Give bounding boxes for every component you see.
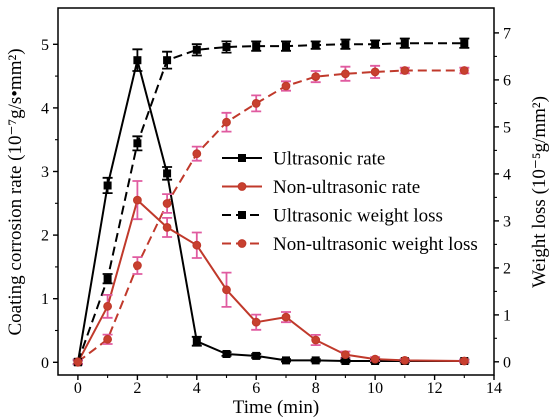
x-tick-label: 8 [312,380,320,397]
non-ultrasonic-rate-point [192,240,202,250]
legend-swatch-marker [237,239,247,248]
ultrasonic-weight-loss-point [222,43,231,52]
y-right-tick-label: 7 [503,25,511,42]
ultrasonic-weight-loss-point [103,274,112,283]
y-left-tick-label: 4 [41,100,49,117]
y-right-tick-label: 0 [503,354,511,371]
ultrasonic-rate-point [252,351,261,360]
ultrasonic-rate-point [103,181,112,190]
ultrasonic-weight-loss-point [192,45,201,54]
ultrasonic-rate-point [222,349,231,358]
non-ultrasonic-rate-point [251,317,261,327]
non-ultrasonic-weight-loss-point [400,66,410,75]
x-tick-label: 12 [427,380,443,397]
non-ultrasonic-rate-point [459,356,469,366]
ultrasonic-rate-point [163,169,172,178]
non-ultrasonic-rate-point [222,285,231,295]
non-ultrasonic-weight-loss-point [132,261,142,270]
y-axis-title-left: Coating corrosion rate (10⁻⁷g/s•mm²) [5,48,26,335]
ultrasonic-rate-point [281,356,290,365]
x-tick-label: 6 [252,380,260,397]
axis-ticks [53,32,499,380]
legend-item: Non-ultrasonic rate [222,177,420,198]
ultrasonic-rate-point [192,337,201,346]
legend-item: Ultrasonic weight loss [222,206,443,227]
legend-item: Ultrasonic rate [222,149,385,170]
non-ultrasonic-rate-point [281,312,291,322]
y-right-tick-label: 1 [503,307,511,324]
x-tick-label: 10 [367,380,383,397]
non-ultrasonic-weight-loss-point [103,334,112,344]
y-right-tick-label: 2 [503,260,511,277]
ultrasonic-weight-loss-point [341,40,350,49]
y-left-tick-label: 3 [41,164,49,181]
ultrasonic-weight-loss-point [371,40,380,49]
y-left-tick-label: 2 [41,228,49,245]
legend: Ultrasonic rate Non-ultrasonic rate Ultras… [222,149,478,255]
ultrasonic-weight-loss-point [460,39,469,48]
y-right-tick-label: 4 [503,166,511,183]
non-ultrasonic-weight-loss-point [311,72,321,81]
legend-label: Ultrasonic rate [273,149,385,170]
non-ultrasonic-weight-loss-point [370,67,380,77]
y-right-tick-label: 5 [503,119,511,136]
non-ultrasonic-weight-loss-point [192,149,202,159]
x-axis-title: Time (min) [233,397,319,418]
ultrasonic-weight-loss-point [281,42,290,51]
ultrasonic-weight-loss-point [311,41,320,50]
x-tick-label: 0 [74,380,82,397]
x-tick-label: 14 [486,380,502,397]
legend-label: Ultrasonic weight loss [273,206,443,227]
non-ultrasonic-rate-point [162,222,172,232]
non-ultrasonic-rate-point [132,195,142,205]
non-ultrasonic-weight-loss-point [162,199,172,208]
legend-swatch-marker [237,153,246,162]
non-ultrasonic-weight-loss-point [73,357,83,367]
y-right-tick-label: 3 [503,213,511,230]
non-ultrasonic-rate-point [370,354,380,364]
data-markers [73,39,469,367]
ultrasonic-weight-loss-point [400,39,409,48]
legend-label: Non-ultrasonic rate [273,177,420,198]
ultrasonic-weight-loss-point [133,139,142,148]
y-left-tick-label: 0 [41,355,49,372]
legend-item: Non-ultrasonic weight loss [222,234,478,255]
non-ultrasonic-rate-point [311,335,321,345]
non-ultrasonic-weight-loss-point [281,81,291,91]
ultrasonic-weight-loss-point [252,42,261,51]
y-axis-title-right: Weight loss (10⁻⁵g/mm²) [529,96,550,288]
non-ultrasonic-weight-loss-point [341,69,350,79]
non-ultrasonic-rate-point [341,350,350,360]
non-ultrasonic-weight-loss-point [222,117,231,127]
legend-swatch-marker [237,182,247,191]
non-ultrasonic-rate-point [103,301,112,311]
y-left-tick-label: 5 [41,37,49,54]
plot-frame [57,7,495,376]
x-tick-label: 2 [133,380,141,397]
ultrasonic-weight-loss-point [163,56,172,65]
legend-swatch-marker [237,210,246,219]
non-ultrasonic-rate-point [400,356,410,365]
non-ultrasonic-weight-loss-point [459,66,469,75]
ultrasonic-rate-point [133,56,142,65]
error-bars [72,37,470,366]
y-right-tick-label: 6 [503,72,511,89]
ultrasonic-rate-point [311,356,320,365]
y-left-tick-label: 1 [41,291,49,308]
x-tick-label: 4 [193,380,201,397]
non-ultrasonic-weight-loss-point [251,98,261,108]
legend-label: Non-ultrasonic weight loss [273,234,478,255]
